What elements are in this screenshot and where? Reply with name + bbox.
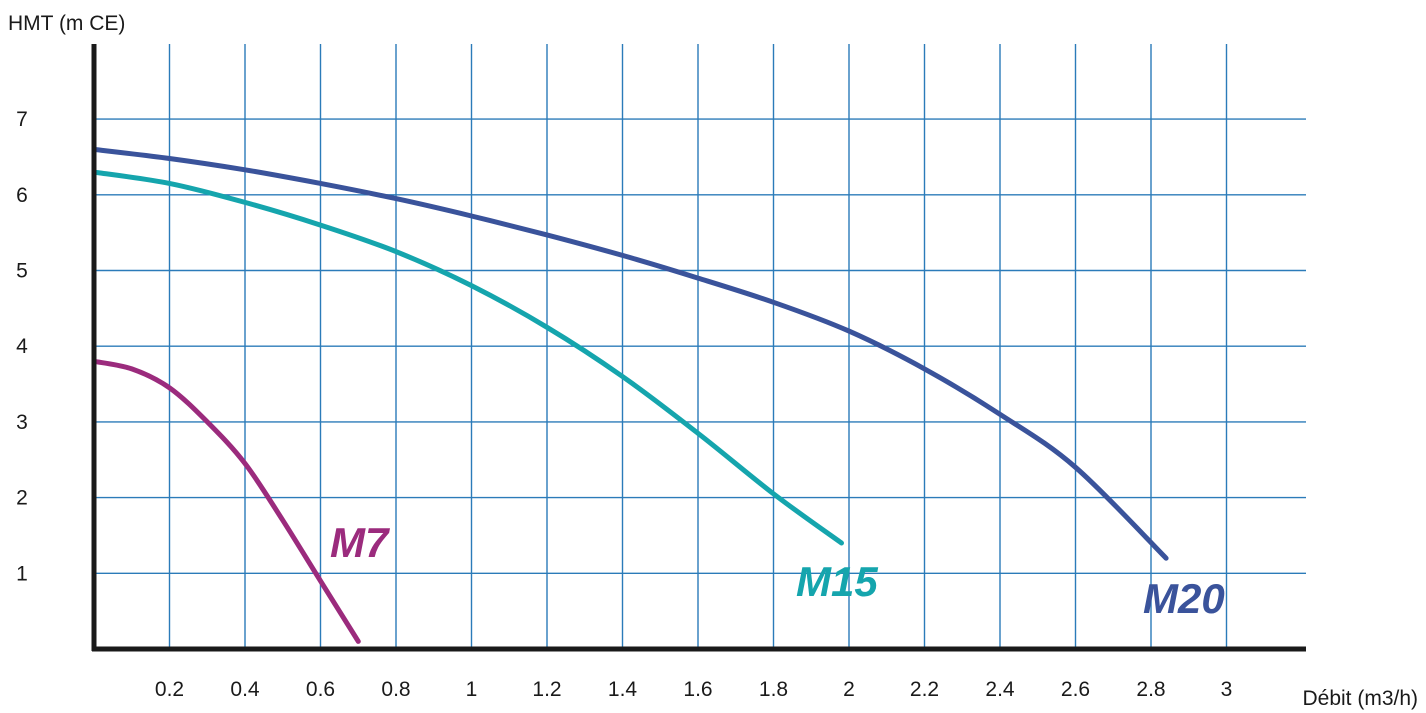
x-tick-label: 1.6 [683,678,712,701]
curve-m7 [91,358,361,644]
series-label-m20: M20 [1143,575,1225,622]
curve-m20 [91,146,1169,561]
tick-labels: 0.2 0.4 0.6 0.8 1 1.2 1.4 1.6 1.8 2 2.2 2.4 2.6 2.8 3 1… [16,108,1232,701]
y-tick-label: 1 [16,562,28,585]
x-tick-label: 1 [466,678,478,701]
x-tick-label: 1.2 [532,678,561,701]
x-tick-label: 0.2 [155,678,184,701]
x-tick-label: 0.4 [230,678,260,701]
grid-lines [94,44,1306,649]
y-tick-label: 4 [16,335,28,358]
y-tick-label: 2 [16,487,28,510]
y-tick-label: 7 [16,108,28,131]
x-tick-label: 0.8 [381,678,410,701]
x-tick-label: 3 [1221,678,1233,701]
x-tick-label: 1.8 [759,678,788,701]
x-tick-label: 2 [843,678,855,701]
y-tick-label: 3 [16,411,28,434]
pump-curves [91,146,1169,644]
x-tick-label: 2.6 [1061,678,1090,701]
x-tick-label: 2.2 [910,678,939,701]
curve-m15 [91,169,844,546]
y-axis-title: HMT (m CE) [8,12,125,35]
x-axis-title: Débit (m3/h) [1302,687,1418,710]
series-label-m15: M15 [796,558,878,605]
x-tick-label: 2.4 [985,678,1015,701]
x-tick-label: 2.8 [1136,678,1165,701]
x-tick-label: 0.6 [306,678,335,701]
y-tick-label: 6 [16,184,28,207]
y-tick-label: 5 [16,260,28,283]
series-labels: M7 M15 M20 [330,519,1225,622]
x-tick-label: 1.4 [608,678,638,701]
series-label-m7: M7 [330,519,390,566]
